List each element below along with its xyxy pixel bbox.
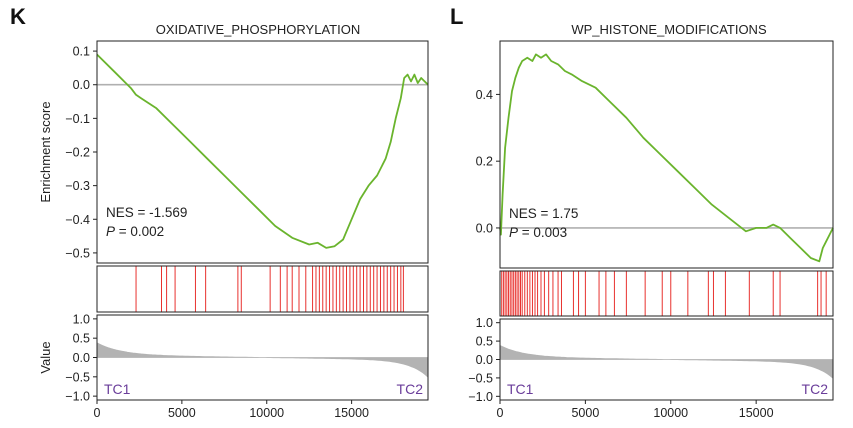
- p-value-label: P = 0.003: [509, 225, 567, 240]
- x-tick-label: 5000: [168, 406, 196, 420]
- tc1-label: TC1: [507, 381, 534, 397]
- value-y-tick-label: −1.0: [65, 390, 90, 404]
- ranked-metric-area: [96, 342, 429, 379]
- x-tick-label: 15000: [739, 406, 774, 420]
- es-y-axis-label: Enrichment score: [38, 101, 53, 202]
- tc2-label: TC2: [802, 381, 829, 397]
- enrichment-curve: [499, 53, 834, 263]
- p-symbol: P: [106, 224, 115, 239]
- value-y-tick-label: 0.5: [73, 332, 90, 346]
- p-symbol: P: [509, 225, 518, 240]
- p-value-label: P = 0.002: [106, 224, 164, 239]
- panel-l: L WP_HISTONE_MODIFICATIONS 0.4 0.2 0.0 NES = …: [450, 4, 834, 420]
- es-y-tick-label: −0.4: [65, 213, 90, 227]
- x-tick-label: 0: [497, 406, 504, 420]
- es-y-tick-label: 0.0: [476, 221, 493, 235]
- es-y-tick-label: −0.5: [65, 246, 90, 260]
- x-tick-label: 10000: [653, 406, 688, 420]
- p-value: = 0.002: [115, 224, 164, 239]
- es-y-tick-label: 0.2: [476, 155, 493, 169]
- es-y-tick-label: −0.2: [65, 146, 90, 160]
- value-y-tick-label: 1.0: [476, 316, 493, 330]
- nes-label: NES = 1.75: [509, 206, 578, 221]
- value-y-tick-label: 0.5: [476, 335, 493, 349]
- panel-letter: K: [10, 4, 26, 29]
- tc1-label: TC1: [104, 381, 131, 397]
- hit-barcode-frame: [499, 270, 834, 317]
- x-tick-label: 5000: [571, 406, 599, 420]
- value-y-tick-label: 0.0: [476, 353, 493, 367]
- value-y-tick-label: −0.5: [468, 371, 493, 385]
- es-plot-frame: [499, 40, 834, 269]
- ranked-metric-area: [499, 344, 834, 380]
- p-value: = 0.003: [518, 225, 567, 240]
- hit-barcode-frame: [96, 265, 429, 313]
- es-y-tick-label: −0.1: [65, 112, 90, 126]
- panel-letter: L: [450, 4, 463, 29]
- es-y-tick-label: 0.1: [73, 45, 90, 59]
- value-y-tick-label: −0.5: [65, 370, 90, 384]
- es-y-tick-label: −0.3: [65, 179, 90, 193]
- enrichment-curve: [96, 53, 429, 249]
- panel-k: K OXIDATIVE_PHOSPHORYLATION 0.1 0.0 −0.1 −0.2…: [10, 4, 429, 420]
- chart-title: OXIDATIVE_PHOSPHORYLATION: [156, 22, 360, 37]
- x-tick-label: 0: [94, 406, 101, 420]
- value-y-tick-label: 0.0: [73, 351, 90, 365]
- nes-label: NES = -1.569: [106, 205, 187, 220]
- value-y-axis-label: Value: [38, 341, 53, 373]
- es-y-tick-label: 0.4: [476, 88, 493, 102]
- tc2-label: TC2: [397, 381, 424, 397]
- x-tick-label: 10000: [249, 406, 284, 420]
- es-y-tick-label: 0.0: [73, 78, 90, 92]
- chart-title: WP_HISTONE_MODIFICATIONS: [571, 22, 767, 37]
- value-y-tick-label: −1.0: [468, 390, 493, 404]
- value-y-tick-label: 1.0: [73, 312, 90, 326]
- x-tick-label: 15000: [334, 406, 369, 420]
